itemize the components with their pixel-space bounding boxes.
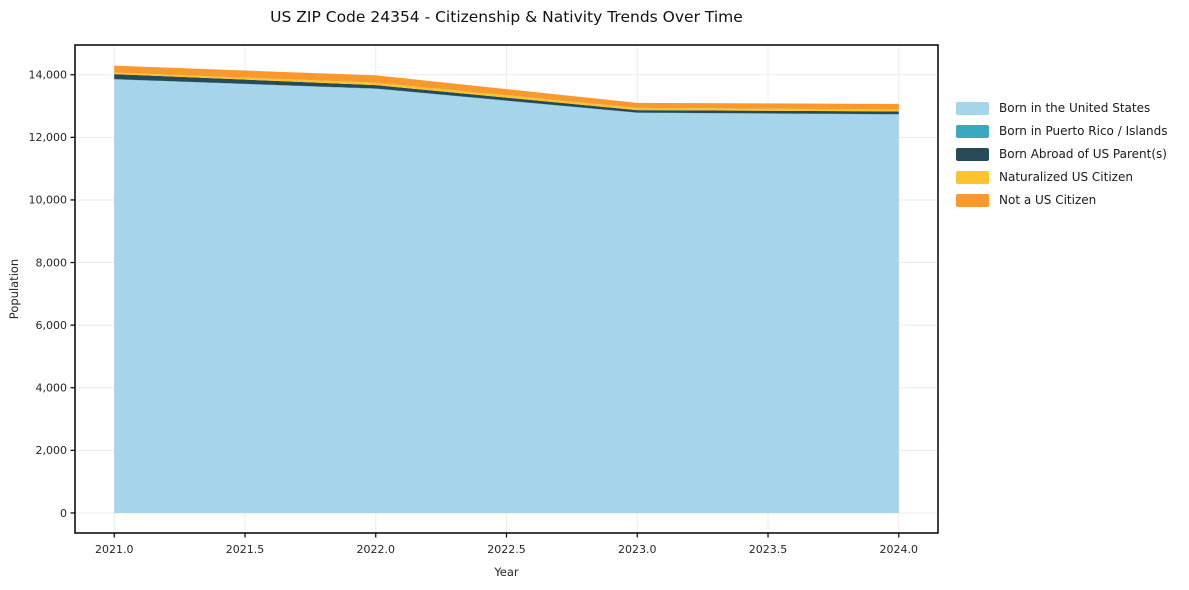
x-tick-label: 2021.0 [95,543,134,556]
x-tick-label: 2023.5 [749,543,788,556]
legend-item-naturalized-us-citizen: Naturalized US Citizen [956,171,1168,184]
y-tick-label: 12,000 [29,131,68,144]
x-axis-label: Year [494,565,519,579]
y-tick-label: 2,000 [36,444,68,457]
legend-swatch [956,194,989,207]
area-naturalized-us-citizen [114,72,899,112]
legend-swatch [956,171,989,184]
area-born-in-the-united-states [114,79,899,513]
area-not-a-us-citizen [114,65,899,110]
legend-label: Born in the United States [999,101,1151,115]
y-tick-label: 8,000 [36,256,68,269]
y-tick-label: 4,000 [36,382,68,395]
y-tick-label: 6,000 [36,319,68,332]
y-tick-label: 14,000 [29,69,68,82]
x-tick-label: 2022.0 [356,543,395,556]
legend-swatch [956,102,989,115]
legend-item-born-abroad-of-us-parent-s: Born Abroad of US Parent(s) [956,148,1168,161]
y-axis-label: Population [7,258,21,320]
y-tick-label: 10,000 [29,194,68,207]
legend-label: Not a US Citizen [999,193,1097,207]
legend-label: Born in Puerto Rico / Islands [999,124,1168,138]
legend-swatch [956,125,989,138]
legend-item-born-in-puerto-rico-islands: Born in Puerto Rico / Islands [956,125,1168,138]
x-tick-label: 2021.5 [226,543,265,556]
area-born-abroad-of-us-parent-s [114,74,899,115]
x-tick-label: 2023.0 [618,543,657,556]
chart-title: US ZIP Code 24354 - Citizenship & Nativi… [270,8,743,26]
x-tick-label: 2024.0 [880,543,919,556]
legend-item-born-in-the-united-states: Born in the United States [956,102,1168,115]
legend-label: Naturalized US Citizen [999,170,1133,184]
x-tick-label: 2022.5 [487,543,526,556]
legend-label: Born Abroad of US Parent(s) [999,147,1167,161]
legend-item-not-a-us-citizen: Not a US Citizen [956,194,1168,207]
legend-swatch [956,148,989,161]
y-tick-label: 0 [60,507,67,520]
legend: Born in the United States Born in Puerto … [956,102,1168,207]
